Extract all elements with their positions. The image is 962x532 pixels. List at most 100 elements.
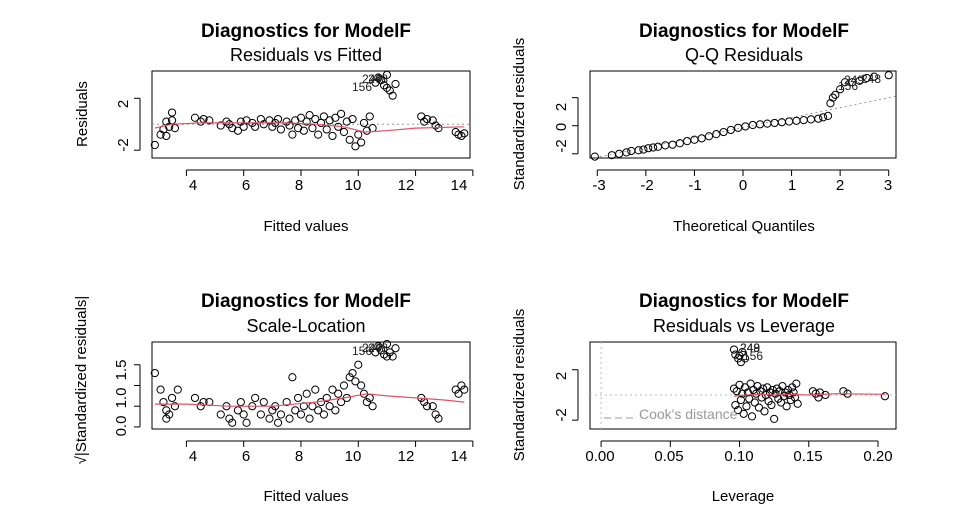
panel-2-y-axis-label: Standardized residuals (511, 38, 528, 191)
data-point (431, 121, 440, 130)
data-point (729, 345, 739, 354)
panel-2-x-tick: -1 (688, 177, 701, 194)
data-point (276, 410, 286, 419)
data-point (348, 368, 357, 378)
data-point (788, 383, 797, 392)
panel-3-x-tick: 6 (242, 448, 250, 465)
data-point (622, 148, 631, 157)
panel-2-y-tick: 0 (553, 123, 570, 131)
data-point (767, 400, 776, 410)
panel-1-y-axis-label: Residuals (74, 81, 91, 147)
panel-2-x-tick: 2 (836, 177, 844, 194)
data-point (743, 388, 752, 397)
data-point (792, 116, 801, 125)
point-label-248: 248 (861, 72, 881, 86)
data-point (753, 382, 762, 391)
data-point (276, 125, 286, 134)
data-point (772, 384, 782, 393)
data-point (884, 71, 893, 80)
data-point (259, 120, 268, 129)
data-point (357, 138, 366, 147)
data-point (305, 111, 314, 120)
data-point (305, 414, 314, 423)
data-point (740, 383, 750, 392)
panel-1-x-tick: 12 (398, 177, 415, 194)
panel-2-x-tick: -2 (640, 177, 653, 194)
panel-1-subtitle: Residuals vs Fitted (230, 45, 382, 65)
data-point (379, 81, 389, 90)
data-point (205, 116, 214, 125)
panel-scale-location: Diagnostics for ModelF Scale-Location Fi… (73, 291, 474, 505)
data-point (747, 412, 757, 421)
data-point (590, 152, 599, 161)
panel-2-x-tick: 3 (884, 177, 892, 194)
data-point (167, 393, 177, 403)
point-label-248: 248 (368, 72, 388, 86)
data-point (675, 139, 684, 148)
data-point (311, 114, 320, 124)
data-point (615, 149, 624, 158)
data-point (785, 117, 794, 126)
data-point (880, 392, 890, 401)
data-point (322, 125, 331, 134)
data-point (382, 339, 392, 349)
data-point (736, 395, 746, 405)
data-point (793, 399, 802, 408)
panel-1-x-tick: 14 (451, 177, 468, 194)
data-point (391, 344, 400, 353)
data-point (339, 381, 349, 390)
data-point (763, 119, 772, 128)
panel-4-x-tick: 0.15 (793, 448, 822, 465)
panel-1-x-tick: 4 (189, 177, 197, 194)
data-point (719, 127, 728, 137)
panel-4-y-tick: -2 (553, 408, 570, 421)
data-point (734, 123, 743, 132)
data-point (242, 418, 251, 427)
data-point (334, 389, 343, 398)
data-point (359, 118, 369, 128)
qq-reference-line (589, 95, 897, 160)
data-point (265, 414, 274, 423)
panel-3-x-tick: 8 (295, 448, 303, 465)
data-point (457, 381, 466, 390)
data-point (190, 113, 200, 122)
data-point (814, 114, 823, 123)
data-point (259, 397, 268, 407)
data-point (331, 406, 340, 415)
smooth-line (154, 122, 465, 133)
data-point (336, 109, 346, 118)
cooks-distance-legend-label: Cook's distance (639, 406, 738, 422)
smooth-line (154, 393, 465, 407)
data-point (627, 146, 636, 156)
data-point (190, 393, 200, 403)
data-point (311, 385, 320, 394)
point-label-156: 156 (352, 80, 372, 94)
data-point (374, 73, 383, 82)
panel-4-x-tick: 0.20 (863, 448, 892, 465)
panel-3-y-tick: 0.0 (113, 416, 130, 437)
data-point (729, 384, 739, 393)
data-point (826, 99, 835, 108)
smooth-line (733, 393, 885, 397)
data-point (763, 383, 772, 392)
data-point (222, 117, 231, 126)
point-label-249: 249 (844, 73, 864, 87)
data-point (256, 410, 265, 419)
data-point (740, 354, 750, 363)
data-point (786, 395, 795, 405)
data-point (162, 414, 171, 423)
data-point (150, 368, 159, 378)
data-point (216, 410, 225, 419)
data-point (431, 410, 440, 419)
panel-2-x-tick: 0 (739, 177, 747, 194)
data-point (760, 407, 769, 416)
point-label-249: 249 (362, 341, 382, 355)
panel-3-x-tick: 14 (451, 448, 468, 465)
data-point (228, 418, 237, 427)
panel-1-x-axis-label: Fitted values (263, 218, 348, 235)
panel-2-subtitle: Q-Q Residuals (685, 45, 803, 65)
data-point (351, 142, 360, 151)
data-point (855, 76, 864, 85)
panel-2-y-tick: -2 (553, 139, 570, 152)
data-point (285, 121, 294, 130)
